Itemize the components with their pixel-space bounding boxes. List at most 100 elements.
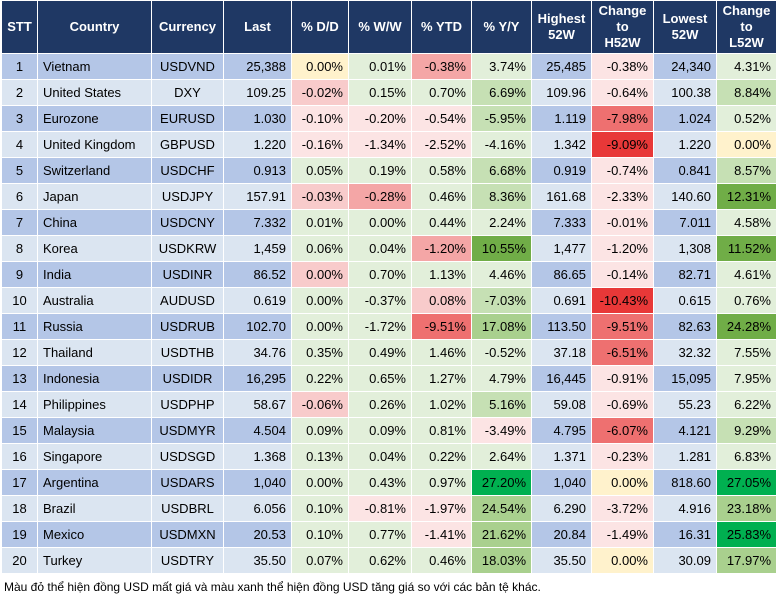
table-cell: 10 [1, 287, 38, 314]
table-cell: 20 [1, 547, 38, 574]
table-cell: 4.46% [471, 261, 532, 288]
table-cell: Russia [37, 313, 152, 340]
table-cell: Singapore [37, 443, 152, 470]
table-cell: 5 [1, 157, 38, 184]
table-row: 20 Turkey USDTRY 35.50 0.07% 0.62% 0.46% 18.03%… [1, 547, 777, 574]
table-cell: 37.18 [531, 339, 592, 366]
table-cell: 1.46% [411, 339, 472, 366]
table-cell: 4.58% [716, 209, 777, 236]
table-cell: 18.03% [471, 547, 532, 574]
table-cell: 1,459 [223, 235, 292, 262]
table-cell: 0.44% [411, 209, 472, 236]
table-cell: USDMYR [151, 417, 224, 444]
table-cell: Mexico [37, 521, 152, 548]
table-cell: 4.795 [531, 417, 592, 444]
table-cell: -2.52% [411, 131, 472, 158]
table-row: 3 Eurozone EURUSD 1.030 -0.10% -0.20% -0.54% -5… [1, 105, 777, 132]
table-cell: 11.52% [716, 235, 777, 262]
table-cell: 24.54% [471, 495, 532, 522]
column-header: STT [1, 0, 38, 54]
table-cell: 1.27% [411, 365, 472, 392]
table-cell: -0.03% [291, 183, 349, 210]
table-cell: 5.16% [471, 391, 532, 418]
table-cell: -7.98% [591, 105, 654, 132]
table-cell: 0.13% [291, 443, 349, 470]
table-row: 17 Argentina USDARS 1,040 0.00% 0.43% 0.97% 27.… [1, 469, 777, 496]
table-cell: 16,445 [531, 365, 592, 392]
table-cell: -3.72% [591, 495, 654, 522]
table-cell: 0.19% [348, 157, 412, 184]
table-cell: 0.919 [531, 157, 592, 184]
table-cell: 17.97% [716, 547, 777, 574]
table-cell: -0.38% [591, 53, 654, 80]
table-cell: 0.65% [348, 365, 412, 392]
table-row: 4 United Kingdom GBPUSD 1.220 -0.16% -1.34% -2… [1, 131, 777, 158]
table-cell: 3 [1, 105, 38, 132]
column-header: % W/W [348, 0, 412, 54]
table-cell: 7.332 [223, 209, 292, 236]
table-cell: USDBRL [151, 495, 224, 522]
table-cell: 0.81% [411, 417, 472, 444]
table-cell: 7.55% [716, 339, 777, 366]
table-cell: 1,477 [531, 235, 592, 262]
table-cell: -0.54% [411, 105, 472, 132]
table-cell: 16 [1, 443, 38, 470]
table-cell: 0.22% [291, 365, 349, 392]
table-cell: 10.55% [471, 235, 532, 262]
table-row: 11 Russia USDRUB 102.70 0.00% -1.72% -9.51% 17.… [1, 313, 777, 340]
table-cell: 4.79% [471, 365, 532, 392]
column-header: Lowest 52W [653, 0, 717, 54]
table-cell: 0.52% [716, 105, 777, 132]
table-cell: USDVND [151, 53, 224, 80]
table-cell: United States [37, 79, 152, 106]
table-cell: Malaysia [37, 417, 152, 444]
table-cell: 4.61% [716, 261, 777, 288]
table-row: 19 Mexico USDMXN 20.53 0.10% 0.77% -1.41% 21.62… [1, 521, 777, 548]
column-header: % YTD [411, 0, 472, 54]
table-cell: 17.08% [471, 313, 532, 340]
table-cell: -0.91% [591, 365, 654, 392]
table-cell: 100.38 [653, 79, 717, 106]
table-cell: USDCHF [151, 157, 224, 184]
table-cell: DXY [151, 79, 224, 106]
table-cell: 0.35% [291, 339, 349, 366]
table-cell: 0.26% [348, 391, 412, 418]
table-cell: 15,095 [653, 365, 717, 392]
table-cell: Philippines [37, 391, 152, 418]
table-cell: -9.09% [591, 131, 654, 158]
table-cell: 24.28% [716, 313, 777, 340]
table-cell: -0.14% [591, 261, 654, 288]
table-cell: 0.43% [348, 469, 412, 496]
table-cell: 140.60 [653, 183, 717, 210]
table-cell: 12 [1, 339, 38, 366]
table-cell: -6.51% [591, 339, 654, 366]
table-cell: -1.72% [348, 313, 412, 340]
table-cell: 0.841 [653, 157, 717, 184]
table-cell: -0.64% [591, 79, 654, 106]
footnote: Màu đỏ thể hiện đồng USD mất giá và màu … [4, 580, 541, 594]
table-row: 13 Indonesia USDIDR 16,295 0.22% 0.65% 1.27% 4.… [1, 365, 777, 392]
table-cell: USDARS [151, 469, 224, 496]
table-cell: 109.96 [531, 79, 592, 106]
table-row: 6 Japan USDJPY 157.91 -0.03% -0.28% 0.46% 8.36%… [1, 183, 777, 210]
table-cell: Switzerland [37, 157, 152, 184]
table-cell: -6.07% [591, 417, 654, 444]
column-header: Currency [151, 0, 224, 54]
table-cell: 4.121 [653, 417, 717, 444]
table-cell: 55.23 [653, 391, 717, 418]
table-cell: 0.97% [411, 469, 472, 496]
table-cell: Vietnam [37, 53, 152, 80]
table-cell: 59.08 [531, 391, 592, 418]
table-cell: 7.011 [653, 209, 717, 236]
table-cell: -9.51% [411, 313, 472, 340]
table-cell: 7.95% [716, 365, 777, 392]
table-cell: Eurozone [37, 105, 152, 132]
table-cell: 1,040 [223, 469, 292, 496]
table-cell: 0.09% [348, 417, 412, 444]
table-cell: USDINR [151, 261, 224, 288]
table-cell: USDTHB [151, 339, 224, 366]
table-cell: 30.09 [653, 547, 717, 574]
table-cell: Japan [37, 183, 152, 210]
table-cell: 818.60 [653, 469, 717, 496]
